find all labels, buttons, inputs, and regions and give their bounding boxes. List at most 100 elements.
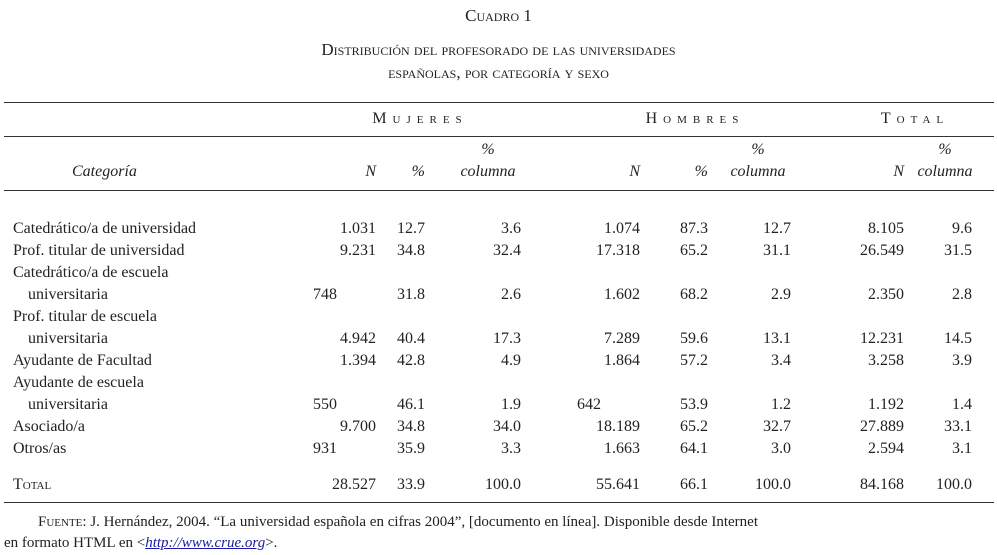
- row-category: Ayudante de escuela: [13, 374, 144, 391]
- cell-h-0: 642: [577, 396, 601, 413]
- source-note-line2: en formato HTML en <http://www.crue.org>…: [4, 535, 277, 552]
- group-mujeres: Mujeres: [372, 110, 468, 127]
- cell-t-1: 3.9: [952, 352, 972, 369]
- cell-m-2: 4.9: [501, 352, 521, 369]
- total-m-2: 100.0: [485, 476, 521, 493]
- cell-t-1: 31.5: [944, 242, 972, 259]
- cell-t-1: 14.5: [944, 330, 972, 347]
- cell-h-1: 57.2: [680, 352, 708, 369]
- total-t-1: 100.0: [936, 476, 972, 493]
- cell-m-2: 1.9: [501, 396, 521, 413]
- cell-m-1: 42.8: [397, 352, 425, 369]
- total-h-0: 55.641: [596, 476, 640, 493]
- cell-m-1: 40.4: [397, 330, 425, 347]
- cell-t-1: 1.4: [952, 396, 972, 413]
- cell-m-2: 17.3: [493, 330, 521, 347]
- cell-h-0: 17.318: [596, 242, 640, 259]
- group-hombres: Hombres: [645, 110, 745, 127]
- source-link[interactable]: http://www.crue.org: [145, 535, 266, 551]
- row-category: universitaria: [28, 286, 108, 303]
- row-category: Ayudante de Facultad: [13, 352, 152, 369]
- cell-m-0: 550: [313, 396, 337, 413]
- header-pct: %: [411, 163, 425, 180]
- cell-m-2: 2.6: [501, 286, 521, 303]
- header-n: N: [629, 163, 640, 180]
- row-category: Catedrático/a de escuela: [13, 264, 169, 281]
- cell-h-1: 65.2: [680, 242, 708, 259]
- cell-h-0: 1.864: [604, 352, 640, 369]
- total-m-1: 33.9: [397, 476, 425, 493]
- header-n: N: [365, 163, 376, 180]
- cell-t-1: 9.6: [952, 220, 972, 237]
- group-total: Total: [880, 110, 950, 127]
- header-pct-col: %: [938, 141, 952, 158]
- total-h-2: 100.0: [755, 476, 791, 493]
- row-category: Otros/as: [13, 440, 67, 457]
- table-title-line2: españolas, por categoría y sexo: [388, 63, 609, 82]
- cell-t-0: 27.889: [860, 418, 904, 435]
- source-text: J. Hernández, 2004. “La universidad espa…: [86, 514, 758, 530]
- cell-t-1: 2.8: [952, 286, 972, 303]
- cell-h-1: 64.1: [680, 440, 708, 457]
- cell-m-1: 31.8: [397, 286, 425, 303]
- cell-h-1: 53.9: [680, 396, 708, 413]
- cell-h-0: 1.074: [604, 220, 640, 237]
- cell-t-0: 2.594: [868, 440, 904, 457]
- cell-h-1: 59.6: [680, 330, 708, 347]
- cell-h-0: 18.189: [596, 418, 640, 435]
- cell-m-2: 3.3: [501, 440, 521, 457]
- row-category: universitaria: [28, 330, 108, 347]
- cell-h-2: 31.1: [763, 242, 791, 259]
- cell-h-0: 1.663: [604, 440, 640, 457]
- cell-h-1: 87.3: [680, 220, 708, 237]
- cell-h-2: 32.7: [763, 418, 791, 435]
- bottom-rule: [4, 502, 994, 503]
- cell-h-2: 1.2: [771, 396, 791, 413]
- cell-m-0: 1.031: [340, 220, 376, 237]
- cell-m-1: 12.7: [397, 220, 425, 237]
- header-pct-col-label: columna: [730, 163, 786, 180]
- cell-m-1: 46.1: [397, 396, 425, 413]
- header-pct-col-label: columna: [460, 163, 516, 180]
- cell-m-1: 34.8: [397, 242, 425, 259]
- table-title-line1: Distribución del profesorado de las univ…: [321, 40, 676, 59]
- cell-t-0: 2.350: [868, 286, 904, 303]
- source-text-pre: en formato HTML en <: [4, 535, 146, 551]
- total-t-0: 84.168: [860, 476, 904, 493]
- total-m-0: 28.527: [332, 476, 376, 493]
- cell-t-0: 8.105: [868, 220, 904, 237]
- row-category: Asociado/a: [13, 418, 85, 435]
- cell-h-0: 1.602: [604, 286, 640, 303]
- header-category: Categoría: [72, 163, 137, 180]
- top-rule: [4, 102, 994, 103]
- table-label: Cuadro 1: [465, 6, 532, 25]
- source-note-line1: Fuente: J. Hernández, 2004. “La universi…: [38, 514, 758, 531]
- cell-m-1: 34.8: [397, 418, 425, 435]
- row-category: Prof. titular de universidad: [13, 242, 185, 259]
- cell-m-0: 1.394: [340, 352, 376, 369]
- total-h-1: 66.1: [680, 476, 708, 493]
- row-category: Prof. titular de escuela: [13, 308, 157, 325]
- cell-m-0: 9.700: [340, 418, 376, 435]
- cell-t-0: 12.231: [860, 330, 904, 347]
- cell-t-0: 26.549: [860, 242, 904, 259]
- source-text-post: >.: [265, 535, 278, 551]
- cell-t-1: 33.1: [944, 418, 972, 435]
- cell-t-1: 3.1: [952, 440, 972, 457]
- cell-m-1: 35.9: [397, 440, 425, 457]
- cell-h-2: 13.1: [763, 330, 791, 347]
- cell-h-0: 7.289: [604, 330, 640, 347]
- cell-h-1: 65.2: [680, 418, 708, 435]
- cell-m-0: 931: [313, 440, 337, 457]
- cell-m-2: 3.6: [501, 220, 521, 237]
- cell-h-2: 3.0: [771, 440, 791, 457]
- header-pct: %: [694, 163, 708, 180]
- cell-m-0: 9.231: [340, 242, 376, 259]
- cell-h-2: 3.4: [771, 352, 791, 369]
- cell-m-0: 4.942: [340, 330, 376, 347]
- row-category: Catedrático/a de universidad: [13, 220, 197, 237]
- header-rule: [4, 190, 994, 191]
- header-pct-col: %: [481, 141, 495, 158]
- header-n: N: [893, 163, 904, 180]
